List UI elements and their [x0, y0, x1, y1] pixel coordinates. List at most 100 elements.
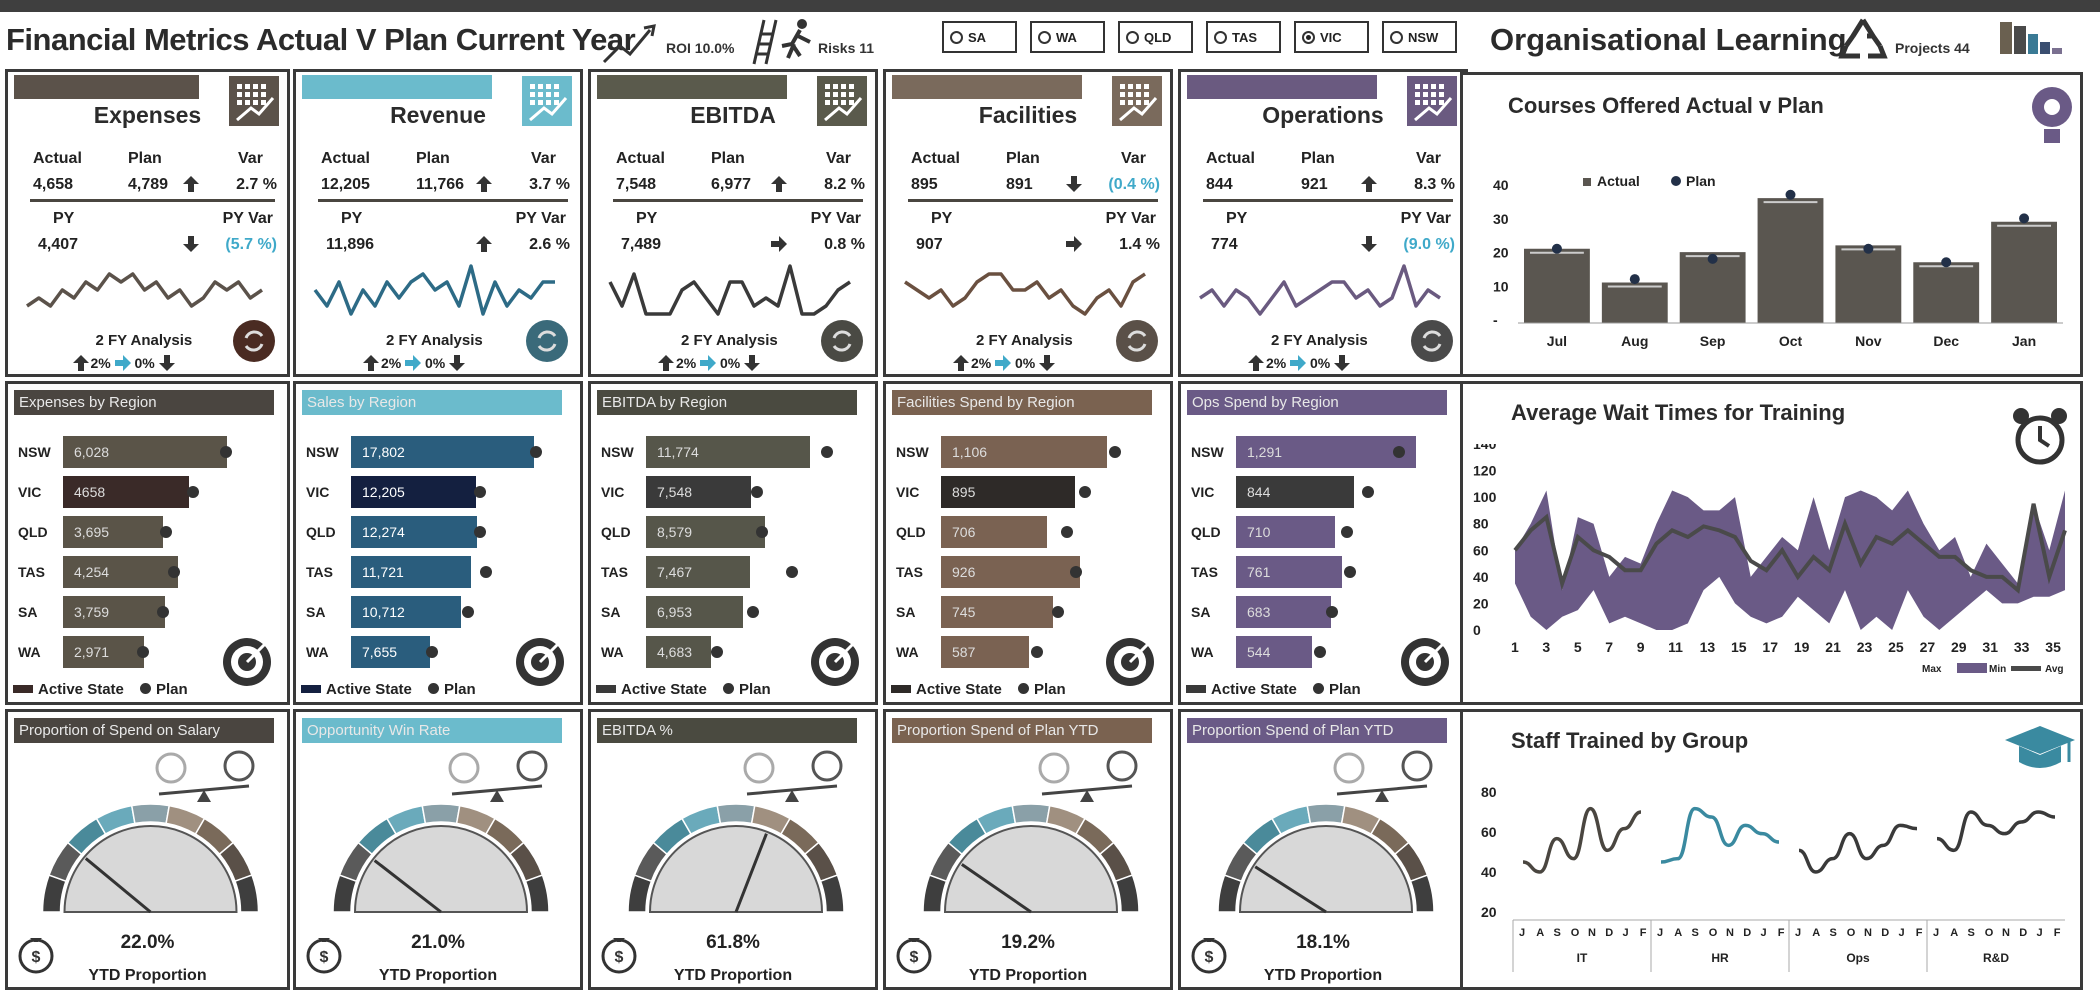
kpi-divider	[1203, 199, 1453, 202]
wait-times-title: Average Wait Times for Training	[1511, 400, 1846, 425]
legend-actual-label: Actual	[1597, 173, 1640, 189]
refresh-icon	[1127, 330, 1147, 352]
region-bar-value: 10,712	[362, 604, 405, 620]
analysis-right-icon	[405, 355, 421, 371]
legend-plan-dot	[1671, 176, 1681, 186]
region-bar-value: 4,254	[74, 564, 110, 580]
radio-dot[interactable]	[1214, 30, 1227, 44]
plan-value: 6,977	[711, 176, 752, 193]
balance-idea-money-icon	[155, 750, 255, 802]
staff-month-tick: J	[1899, 927, 1905, 939]
wait-xtick: 27	[1920, 639, 1936, 655]
gauge-caption: YTD Proportion	[968, 967, 1088, 984]
state-radio-nsw[interactable]: NSW	[1382, 21, 1457, 53]
region-bar	[63, 516, 163, 548]
wait-ytick: 60	[1473, 542, 1489, 558]
staff-month-tick: S	[1830, 927, 1837, 939]
wait-xtick: 17	[1762, 639, 1778, 655]
plan-marker	[426, 646, 438, 658]
state-radio-tas[interactable]: TAS	[1206, 21, 1281, 53]
wait-ytick: 0	[1473, 622, 1481, 638]
courses-ytick: -	[1493, 312, 1498, 328]
kpi-panel-facilities: Facilities Actual 895 Plan 891 Var (0.4 %) PY 90…	[883, 69, 1173, 377]
staff-month-tick: J	[1519, 927, 1525, 939]
py-var-value: (9.0 %)	[1403, 236, 1455, 253]
kpi-sparkline	[608, 264, 851, 316]
legend-active-label: Active State	[916, 681, 1002, 698]
region-bar	[351, 436, 534, 468]
analysis-label: 2 FY Analysis	[976, 332, 1073, 349]
courses-bar	[1913, 262, 1980, 323]
wait-xtick: 21	[1825, 639, 1841, 655]
plan-marker	[1314, 646, 1326, 658]
var-value: 2.7 %	[236, 176, 277, 193]
plan-marker	[756, 526, 768, 538]
arrow-up-icon	[183, 176, 199, 192]
top-bar	[0, 0, 2100, 12]
py-var-label: PY Var	[515, 210, 566, 227]
region-bar-value: 7,548	[657, 484, 693, 500]
state-radio-wa[interactable]: WA	[1030, 21, 1105, 53]
region-bar	[941, 556, 1080, 588]
radio-dot[interactable]	[1038, 30, 1051, 44]
radio-dot[interactable]	[1390, 30, 1403, 44]
plan-marker	[1326, 606, 1338, 618]
plan-value: 11,766	[416, 176, 465, 193]
staff-month-tick: D	[1605, 927, 1613, 939]
region-bar-value: 544	[1247, 644, 1271, 660]
radio-dot[interactable]	[1302, 30, 1315, 44]
region-label: NSW	[306, 444, 339, 460]
refresh-button[interactable]	[821, 320, 863, 362]
region-bar-value: 844	[1247, 484, 1271, 500]
staff-group-label: R&D	[1983, 951, 2009, 965]
arrow-up-icon	[771, 176, 787, 192]
region-bar-value: 895	[952, 484, 976, 500]
plan-marker	[786, 566, 798, 578]
region-bar-value: 4658	[74, 484, 106, 500]
staff-month-tick: D	[1743, 927, 1751, 939]
state-label: TAS	[1232, 29, 1258, 45]
chart-grid-icon	[1112, 76, 1162, 126]
legend-active-swatch	[1186, 685, 1206, 693]
refresh-button[interactable]	[233, 320, 275, 362]
courses-bar	[1835, 245, 1902, 323]
refresh-button[interactable]	[526, 320, 568, 362]
gauge-panel-3: Proportion Spend of Plan YTD $19.2% YTD Pr…	[883, 709, 1173, 990]
plan-label: Plan	[1006, 150, 1040, 167]
analysis-flat-pct: 0%	[1015, 355, 1036, 371]
refresh-button[interactable]	[1411, 320, 1453, 362]
radio-dot[interactable]	[1126, 30, 1139, 44]
arrow-down-icon	[1066, 176, 1082, 192]
courses-ytick: 10	[1493, 278, 1509, 294]
gauge-segment	[524, 874, 550, 913]
region-label: TAS	[18, 564, 45, 580]
region-label: VIC	[18, 484, 42, 500]
analysis-up-icon	[1248, 355, 1264, 371]
svg-text:$: $	[32, 949, 41, 966]
region-panel-1: Sales by Region NSW 17,802 VIC 12,205 QLD 12,2…	[293, 381, 583, 705]
graduation-cap-icon	[2005, 726, 2075, 768]
var-label: Var	[1121, 150, 1146, 167]
state-radio-sa[interactable]: SA	[942, 21, 1017, 53]
page-title: Financial Metrics Actual V Plan Current …	[6, 22, 636, 57]
radio-dot[interactable]	[950, 30, 963, 44]
plan-marker	[474, 526, 486, 538]
plan-marker	[747, 606, 759, 618]
state-label: NSW	[1408, 29, 1439, 45]
refresh-button[interactable]	[1116, 320, 1158, 362]
region-bar-value: 2,971	[74, 644, 110, 660]
state-radio-vic[interactable]: VIC	[1294, 21, 1369, 53]
gauge-dial	[353, 825, 529, 913]
region-bar	[63, 476, 189, 508]
wait-xtick: 33	[2014, 639, 2030, 655]
projects-value: Projects 44	[1895, 40, 1970, 56]
gauge-value: 18.1%	[1296, 932, 1350, 953]
state-radio-qld[interactable]: QLD	[1118, 21, 1193, 53]
region-bar-value: 7,655	[362, 644, 398, 660]
wait-xtick: 19	[1794, 639, 1810, 655]
plan-marker	[1031, 646, 1043, 658]
kpi-divider	[613, 199, 863, 202]
kpi-sparkline	[1199, 264, 1441, 316]
svg-text:$: $	[1205, 949, 1214, 966]
